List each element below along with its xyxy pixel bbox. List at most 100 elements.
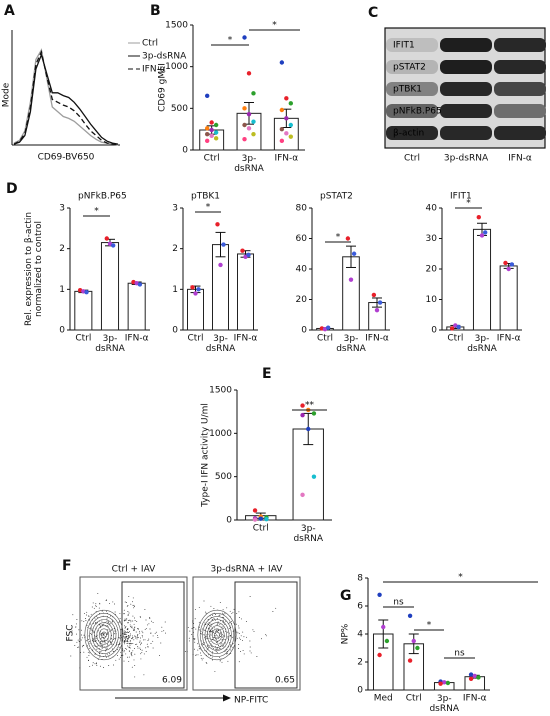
event-dot xyxy=(218,630,220,631)
event-dot xyxy=(131,625,133,627)
event-dot xyxy=(92,602,94,604)
event-dot xyxy=(209,644,211,646)
event-dot xyxy=(240,638,242,640)
event-dot xyxy=(89,628,91,630)
x-tick-label: 3p-dsRNA xyxy=(429,694,459,714)
data-point xyxy=(476,675,481,680)
event-dot xyxy=(100,641,101,643)
event-dot xyxy=(141,635,143,637)
event-dot xyxy=(204,622,206,624)
event-dot xyxy=(212,628,214,630)
event-dot xyxy=(99,651,101,653)
blot-band xyxy=(386,82,438,96)
event-dot xyxy=(96,663,97,665)
y-tick-label: 40 xyxy=(426,204,438,214)
event-dot xyxy=(109,623,111,624)
event-dot xyxy=(125,602,127,603)
event-dot xyxy=(229,621,231,623)
event-dot xyxy=(137,637,139,638)
event-dot xyxy=(106,624,108,626)
error-bar xyxy=(215,231,226,258)
event-dot xyxy=(124,630,126,632)
y-tick-label: 1 xyxy=(172,285,178,295)
blot-band xyxy=(386,126,438,140)
event-dot xyxy=(130,652,132,654)
event-dot xyxy=(139,616,141,618)
event-dot xyxy=(234,636,236,638)
blot-band xyxy=(494,82,546,96)
event-dot xyxy=(133,623,135,625)
event-dot xyxy=(113,664,115,666)
event-dot xyxy=(102,633,104,635)
data-point xyxy=(483,230,488,235)
event-dot xyxy=(216,648,218,650)
contour xyxy=(214,631,220,639)
event-dot xyxy=(78,629,80,631)
event-dot xyxy=(128,646,130,648)
event-dot xyxy=(130,619,132,621)
event-dot xyxy=(216,624,218,626)
blot-band xyxy=(386,60,438,74)
y-tick-label: 6 xyxy=(357,602,363,612)
event-dot xyxy=(104,639,106,641)
x-tick-label: IFN-α xyxy=(463,694,487,704)
event-dot xyxy=(133,639,135,641)
blot-band xyxy=(494,104,546,118)
contour xyxy=(94,622,114,648)
data-point xyxy=(264,516,269,522)
event-dot xyxy=(227,660,229,662)
event-dot xyxy=(141,651,143,653)
blot-band xyxy=(440,126,492,140)
y-tick-label: 80 xyxy=(296,204,308,214)
event-dot xyxy=(217,648,219,650)
bar xyxy=(237,253,254,331)
data-point xyxy=(204,126,210,131)
x-tick-label: IFN-α xyxy=(497,334,521,344)
event-dot xyxy=(224,624,226,626)
event-dot xyxy=(106,633,108,635)
x-axis-label: CD69-BV650 xyxy=(38,153,95,163)
event-dot xyxy=(125,653,127,655)
y-axis-label: NP% xyxy=(341,623,351,644)
event-dot xyxy=(103,667,105,668)
data-point xyxy=(449,326,455,331)
event-dot xyxy=(118,637,120,639)
event-dot xyxy=(238,644,240,645)
event-dot xyxy=(213,618,215,620)
y-tick-label: 0 xyxy=(182,146,188,156)
event-dot xyxy=(193,623,195,625)
bar xyxy=(127,282,146,331)
event-dot xyxy=(75,626,77,628)
event-dot xyxy=(206,635,208,637)
event-dot xyxy=(129,650,131,652)
event-dot xyxy=(104,654,106,656)
event-dot xyxy=(139,640,141,642)
event-dot xyxy=(128,632,129,634)
event-dot xyxy=(97,658,99,660)
event-dot xyxy=(127,638,128,639)
x-tick-label: IFN-α xyxy=(274,154,298,164)
event-dot xyxy=(216,618,218,620)
blot-band xyxy=(440,60,492,74)
y-tick-label: 4 xyxy=(357,630,363,640)
event-dot xyxy=(99,644,101,646)
y-tick-label: 30 xyxy=(426,234,438,244)
event-dot xyxy=(212,651,213,653)
data-point xyxy=(242,35,247,40)
event-dot xyxy=(86,611,88,613)
event-dot xyxy=(231,620,232,622)
event-dot xyxy=(133,659,135,661)
event-dot xyxy=(265,633,267,635)
event-dot xyxy=(245,621,247,623)
plot-frame xyxy=(79,576,188,691)
data-point xyxy=(204,131,210,137)
event-dot xyxy=(215,629,217,631)
event-dot xyxy=(132,597,134,599)
data-point xyxy=(246,126,252,131)
event-dot xyxy=(206,634,208,636)
event-dot xyxy=(221,661,223,663)
event-dot xyxy=(134,665,136,667)
event-dot xyxy=(219,660,221,662)
event-dot xyxy=(147,646,148,648)
event-dot xyxy=(123,633,125,635)
